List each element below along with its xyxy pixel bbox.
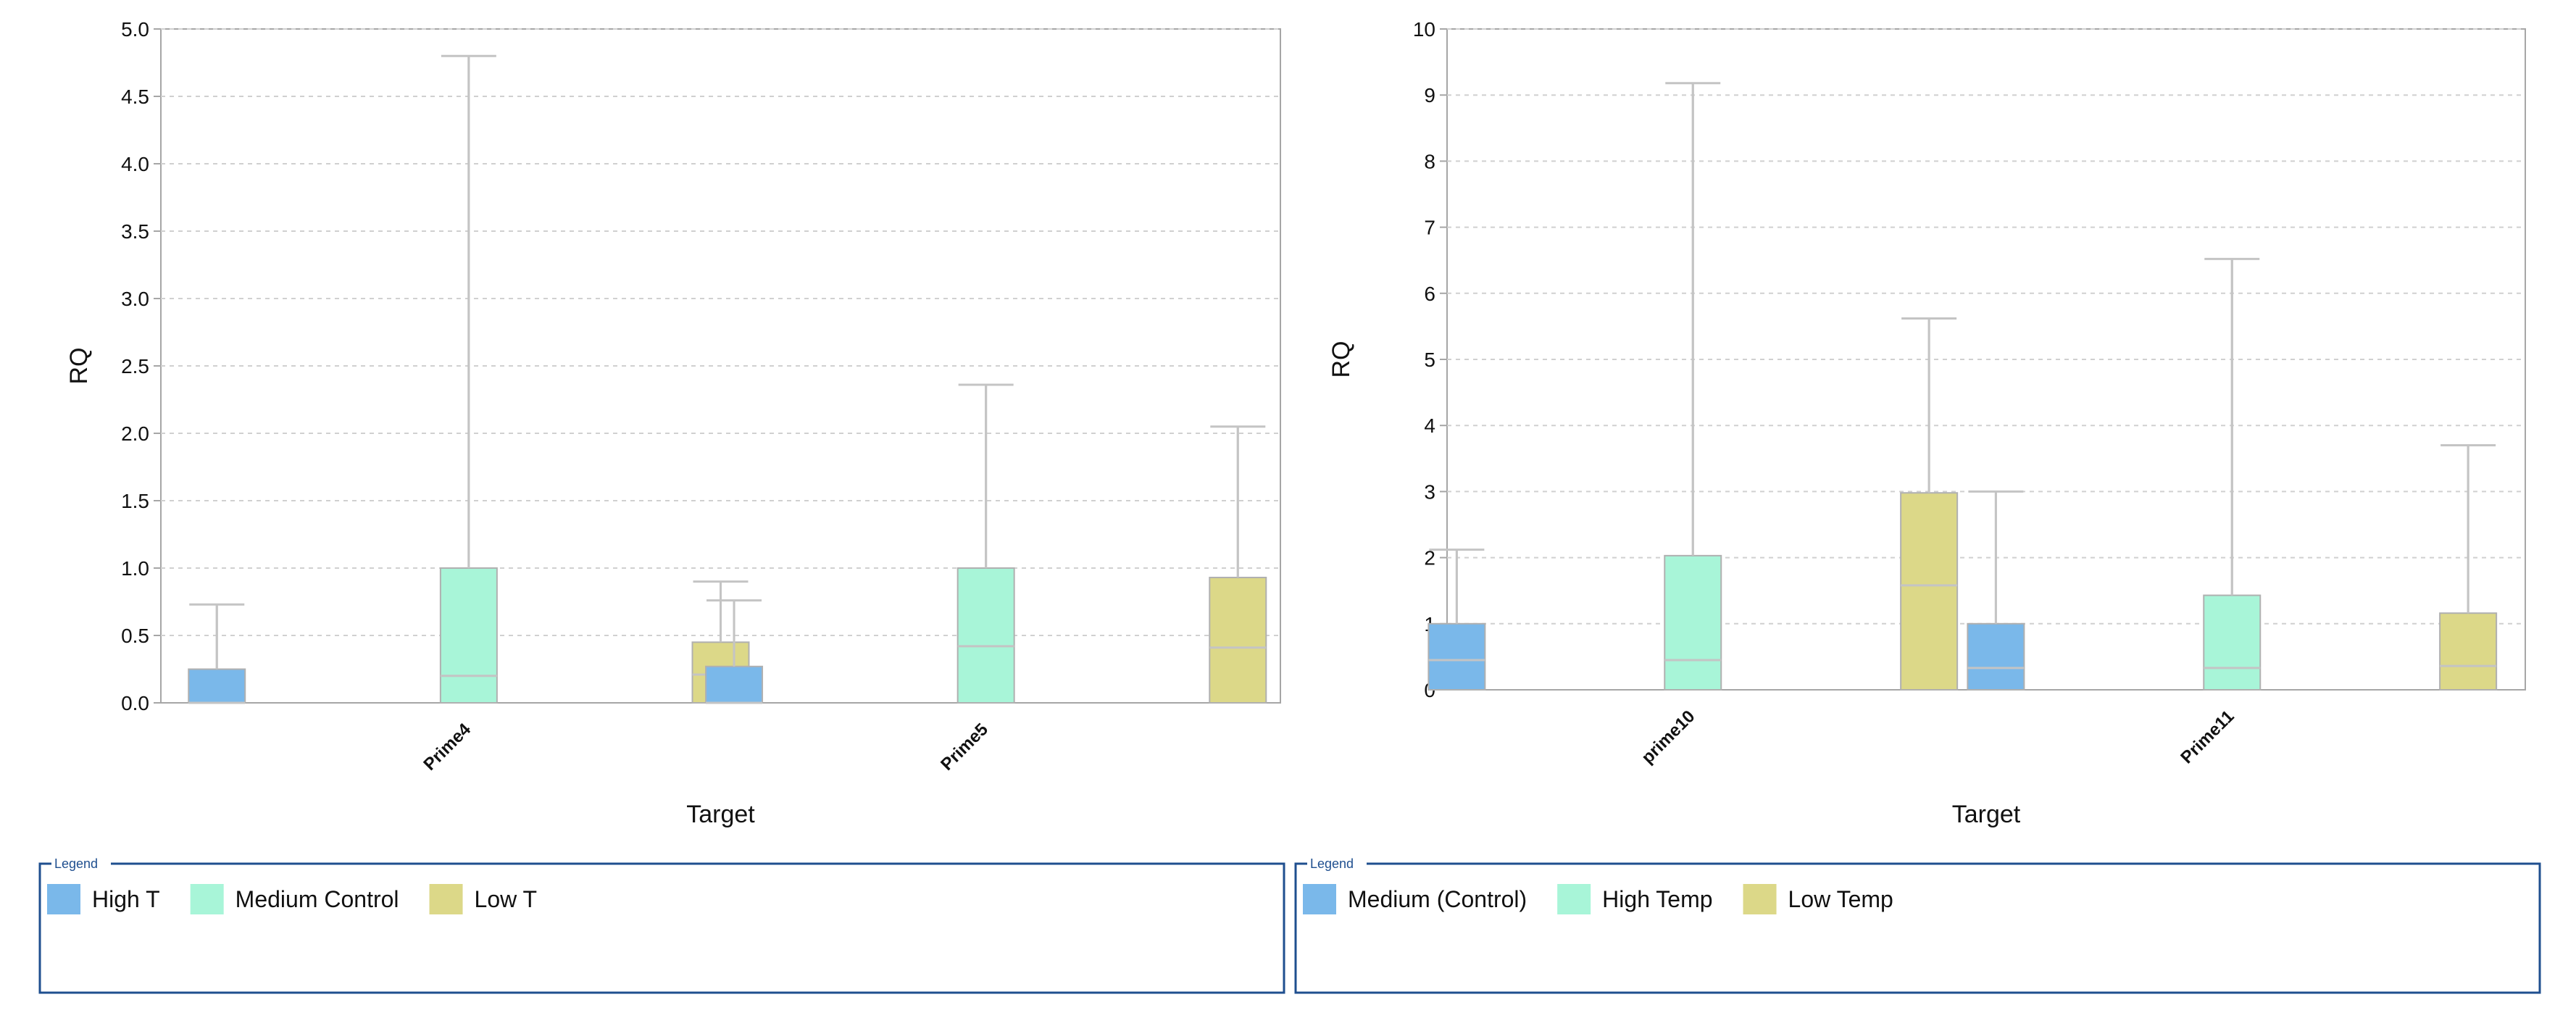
x-axis-title: Target: [686, 801, 755, 828]
bar-1-prime4: [188, 668, 246, 704]
y-tick-label: 2.5: [121, 355, 149, 378]
y-tick-label: 10: [1413, 18, 1435, 41]
y-tick-label: 2: [1424, 547, 1435, 570]
y-tick-label: 4.5: [121, 86, 149, 108]
legend-label-2: Medium Control: [235, 886, 399, 912]
bar-3-prime5: [1209, 577, 1267, 704]
chart-panel-1: 0.0 0.5 1.0 1.5 2.0 2.5 3.0 3.5 4.0 4.5 5.0 Prime4 P…: [38, 18, 1285, 994]
y-tick-label: 7: [1424, 217, 1435, 239]
legend-label-3: Low T: [475, 886, 538, 912]
legend-swatch-1: [47, 884, 80, 914]
bar-3-prime10: [1900, 492, 1959, 691]
legend: Legend High T Medium Control Low T: [38, 856, 1285, 994]
bar-1-prime11: [1967, 622, 2025, 691]
y-tick-label: 5.0: [121, 18, 149, 41]
legend-label-1: High T: [92, 886, 160, 912]
x-category-label: Prime4: [420, 720, 475, 775]
x-category-label: Prime11: [2177, 706, 2238, 767]
y-tick-label: 3: [1424, 480, 1435, 503]
legend-label-2: High Temp: [1602, 886, 1712, 912]
bar-2-prime10: [1664, 554, 1722, 691]
legend-swatch-3: [429, 884, 463, 914]
y-tick-label: 4.0: [121, 153, 149, 175]
legend-title-gap: [1307, 859, 1367, 868]
legend-swatch-1: [1303, 884, 1336, 914]
y-tick-label: 4: [1424, 414, 1435, 437]
y-tick-label: 1.0: [121, 557, 149, 580]
y-tick-label: 9: [1424, 84, 1435, 107]
chart-panel-2: 012345678910prime10Prime11TargetRQLegend…: [1294, 18, 2541, 994]
y-tick-label: 2.0: [121, 422, 149, 445]
x-category-label: prime10: [1638, 706, 1698, 767]
y-tick-label: 0.0: [121, 692, 149, 714]
y-tick-label: 6: [1424, 283, 1435, 305]
legend-swatch-2: [190, 884, 224, 914]
legend-label-3: Low Temp: [1788, 886, 1893, 912]
bar-2-prime4: [439, 567, 498, 704]
legend: Legend Medium (Control) High Temp Low Temp: [1294, 856, 2541, 994]
bar-3-prime11: [2439, 612, 2498, 691]
y-tick-label: 8: [1424, 150, 1435, 172]
y-tick-label: 1.5: [121, 490, 149, 512]
legend-box: [38, 862, 1285, 994]
bar-1-prime10: [1427, 622, 1486, 691]
legend-title-gap: [51, 859, 111, 868]
y-tick-label: 3.0: [121, 288, 149, 310]
legend-box: [1294, 862, 2541, 994]
x-axis-title: Target: [1952, 801, 2021, 828]
legend-title: Legend: [54, 856, 98, 871]
legend-swatch-2: [1557, 884, 1591, 914]
legend-title: Legend: [1310, 856, 1354, 871]
legend-swatch-3: [1743, 884, 1777, 914]
legend-label-1: Medium (Control): [1348, 886, 1527, 912]
y-axis-title: RQ: [65, 348, 93, 385]
y-tick-label: 0.5: [121, 625, 149, 647]
bar-1-prime5: [705, 665, 764, 704]
y-tick-label: 5: [1424, 349, 1435, 371]
bar-2-prime5: [956, 567, 1015, 704]
y-axis-title: RQ: [1327, 341, 1355, 378]
y-tick-label: 3.5: [121, 220, 149, 243]
x-category-label: Prime5: [937, 720, 992, 775]
bar-2-prime11: [2203, 594, 2262, 691]
